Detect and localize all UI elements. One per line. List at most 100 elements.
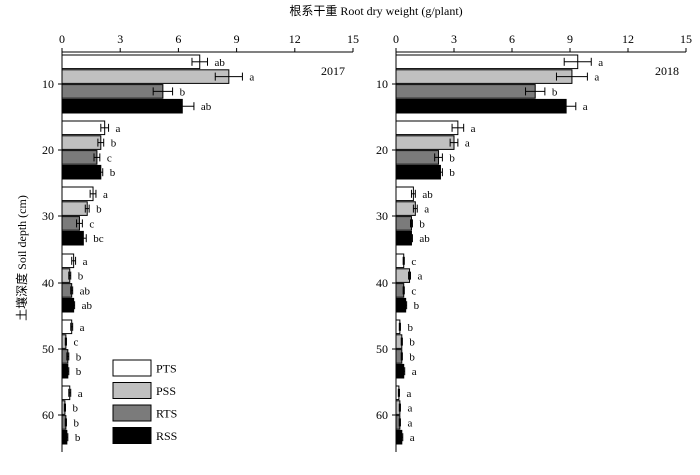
- x-tick-label: 3: [451, 32, 457, 46]
- bar-pts: [395, 120, 459, 136]
- significance-letter: b: [552, 86, 558, 98]
- significance-letter: ab: [82, 300, 93, 312]
- bar-pss: [395, 268, 411, 283]
- bar-pss: [61, 135, 102, 150]
- significance-letter: b: [110, 167, 116, 179]
- bar-pss: [395, 135, 455, 150]
- significance-letter: a: [407, 417, 412, 429]
- x-tick-label: 12: [622, 32, 634, 46]
- x-tick-label: 15: [347, 32, 359, 46]
- chart-panels: 0 3 6 9 12 15201710ababab20abcb30abcbc40ababa…: [42, 32, 692, 452]
- significance-letter: a: [594, 72, 599, 84]
- bar-pts: [395, 186, 414, 202]
- panel-2017: 0 3 6 9 12 15201710ababab20abcb30abcbc40ababa…: [42, 32, 359, 452]
- significance-letter: a: [583, 101, 588, 113]
- significance-letter: c: [107, 152, 112, 164]
- x-tick-label: 6: [175, 32, 181, 46]
- depth-label: 60: [42, 408, 54, 422]
- bar-rts: [395, 84, 536, 99]
- significance-letter: ab: [215, 57, 226, 69]
- depth-label: 30: [376, 209, 388, 223]
- significance-letter: bc: [93, 233, 104, 245]
- legend-swatch-pts: [112, 359, 152, 377]
- significance-letter: b: [73, 417, 79, 429]
- depth-label: 40: [376, 276, 388, 290]
- significance-letter: b: [407, 322, 413, 334]
- bar-rss: [61, 98, 183, 114]
- significance-letter: a: [406, 388, 411, 400]
- significance-letter: a: [424, 204, 429, 216]
- bar-pts: [61, 54, 201, 70]
- legend-label: RSS: [156, 429, 177, 443]
- bar-pss: [395, 69, 573, 84]
- depth-label: 50: [376, 342, 388, 356]
- x-tick-label: 15: [680, 32, 692, 46]
- significance-letter: b: [409, 351, 415, 363]
- bar-rss: [61, 297, 75, 313]
- bar-rts: [395, 150, 440, 165]
- legend: PTS PSS RTS RSS: [112, 359, 177, 444]
- significance-letter: c: [411, 285, 416, 297]
- bar-rts: [395, 283, 405, 298]
- legend-swatch-rts: [112, 404, 152, 422]
- significance-letter: b: [409, 337, 415, 349]
- significance-letter: a: [103, 189, 108, 201]
- bar-rss: [395, 164, 441, 180]
- significance-letter: b: [75, 432, 81, 444]
- bar-pss: [395, 201, 416, 216]
- significance-letter: a: [83, 256, 88, 268]
- significance-letter: b: [76, 351, 82, 363]
- depth-label: 20: [42, 143, 54, 157]
- depth-label: 50: [42, 342, 54, 356]
- significance-letter: b: [96, 204, 102, 216]
- x-tick-label: 0: [59, 32, 65, 46]
- significance-letter: c: [89, 218, 94, 230]
- depth-label: 60: [376, 408, 388, 422]
- bar-pss: [61, 69, 230, 84]
- bar-pts: [395, 253, 405, 269]
- significance-letter: a: [418, 271, 423, 283]
- bar-rss: [61, 164, 102, 180]
- significance-letter: b: [76, 366, 82, 378]
- significance-letter: a: [78, 388, 83, 400]
- significance-letter: b: [78, 271, 84, 283]
- x-tick-label: 3: [117, 32, 123, 46]
- significance-letter: c: [411, 256, 416, 268]
- significance-letter: a: [249, 72, 254, 84]
- significance-letter: a: [116, 123, 121, 135]
- significance-letter: b: [111, 138, 117, 150]
- significance-letter: c: [73, 337, 78, 349]
- significance-letter: b: [414, 300, 420, 312]
- significance-letter: ab: [419, 233, 430, 245]
- bar-pts: [395, 54, 579, 70]
- bar-pts: [61, 186, 94, 202]
- panel-2018: 0 3 6 9 12 15201810aaba20aabb30ababab40cacb50…: [376, 32, 692, 452]
- x-tick-label: 9: [234, 32, 240, 46]
- significance-letter: b: [449, 152, 455, 164]
- legend-swatch-rss: [112, 427, 152, 444]
- significance-letter: a: [80, 322, 85, 334]
- bar-rts: [61, 150, 98, 165]
- significance-letter: b: [72, 403, 78, 415]
- x-tick-label: 12: [289, 32, 301, 46]
- depth-label: 10: [376, 77, 388, 91]
- depth-label: 10: [42, 77, 54, 91]
- significance-letter: ab: [80, 285, 91, 297]
- significance-letter: ab: [201, 101, 212, 113]
- x-tick-label: 9: [567, 32, 573, 46]
- bar-rss: [395, 98, 567, 114]
- significance-letter: b: [419, 218, 425, 230]
- x-tick-label: 0: [393, 32, 399, 46]
- chart-title: 根系干重 Root dry weight (g/plant): [289, 4, 462, 18]
- significance-letter: a: [410, 432, 415, 444]
- significance-letter: ab: [422, 189, 433, 201]
- bar-pts: [61, 120, 106, 136]
- x-tick-label: 6: [509, 32, 515, 46]
- significance-letter: a: [598, 57, 603, 69]
- year-label: 2017: [321, 64, 345, 78]
- significance-letter: a: [471, 123, 476, 135]
- legend-label: RTS: [156, 407, 177, 421]
- y-axis-label: 土壤深度 Soil depth (cm): [14, 195, 29, 321]
